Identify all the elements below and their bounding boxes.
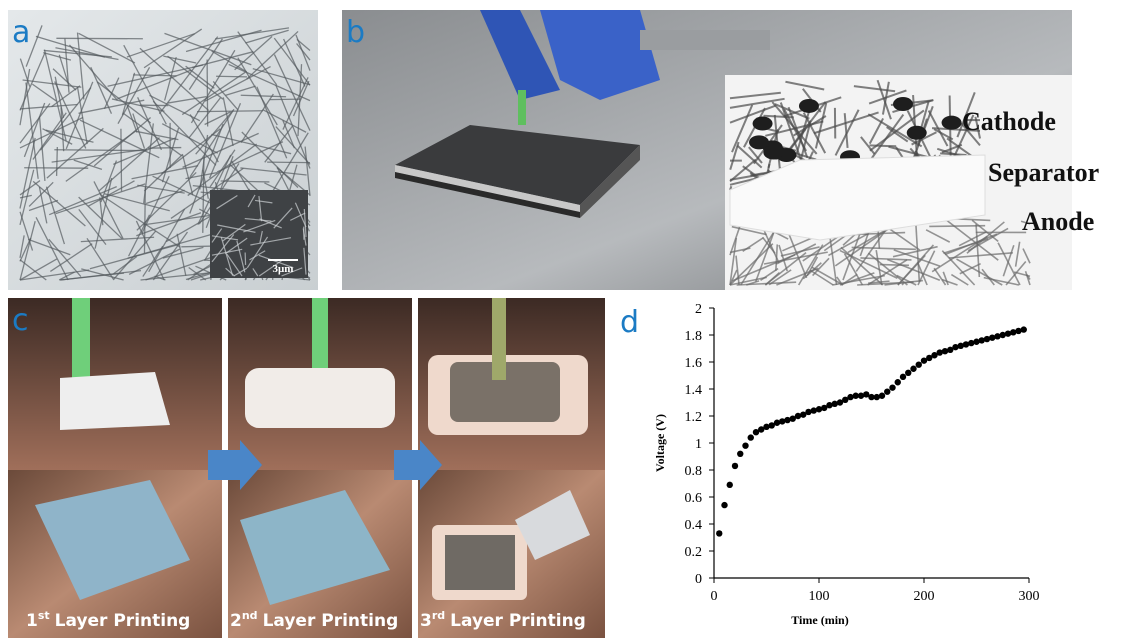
data-point: [905, 370, 911, 376]
data-point: [889, 384, 895, 390]
particle: [749, 135, 769, 149]
x-tick-label: 100: [809, 589, 830, 604]
photo-c1: [8, 298, 222, 638]
data-point: [732, 463, 738, 469]
fiber: [144, 187, 145, 253]
data-point: [748, 434, 754, 440]
data-point: [1021, 326, 1027, 332]
panel-label: d: [620, 305, 639, 340]
x-tick-label: 300: [1019, 589, 1040, 604]
data-point: [716, 530, 722, 536]
fiber: [207, 60, 208, 127]
nozzle: [518, 90, 526, 125]
figure: 3μm a Cathode Separator Anode b: [0, 0, 1129, 638]
y-tick-label: 0.2: [685, 545, 703, 560]
fiber: [221, 181, 270, 182]
fiber: [869, 145, 896, 146]
rod: [640, 30, 770, 50]
caption-suffix: nd: [242, 609, 258, 622]
scale-bar: 3μm: [273, 263, 294, 275]
x-axis-title: Time (min): [791, 613, 848, 627]
layer-label: Cathode: [962, 107, 1056, 136]
data-point: [737, 451, 743, 457]
caption-suffix: rd: [432, 609, 445, 622]
y-tick-label: 0.6: [685, 491, 703, 506]
data-point: [879, 393, 885, 399]
particle: [753, 117, 773, 131]
y-axis-title: Voltage (V): [653, 414, 667, 472]
fiber: [54, 150, 146, 151]
fiber: [880, 265, 909, 266]
layer-label: Anode: [1022, 207, 1094, 236]
y-tick-label: 2: [695, 302, 702, 317]
data-point: [895, 379, 901, 385]
y-tick-label: 0.4: [685, 518, 703, 533]
y-tick-label: 0.8: [685, 464, 703, 479]
particle: [893, 97, 913, 111]
data-point: [721, 502, 727, 508]
data-point: [884, 389, 890, 395]
x-tick-label: 200: [914, 589, 935, 604]
fiber: [121, 129, 122, 192]
caption-text: Layer Printing: [55, 611, 191, 631]
caption-number: 2: [230, 611, 242, 631]
data-point: [910, 366, 916, 372]
data-point: [916, 362, 922, 368]
fiber: [57, 147, 58, 176]
y-tick-label: 1.6: [685, 356, 703, 371]
particle: [799, 99, 819, 113]
data-point: [727, 482, 733, 488]
y-tick-label: 0: [695, 572, 702, 587]
layer-label: Separator: [988, 158, 1099, 187]
fiber: [902, 283, 903, 285]
photo-c3: [418, 298, 605, 638]
y-tick-label: 1.8: [685, 329, 703, 344]
fiber: [929, 226, 985, 227]
y-tick-label: 1: [695, 437, 702, 452]
caption-text: Layer Printing: [450, 611, 586, 631]
y-tick-label: 1.2: [685, 410, 703, 425]
fiber: [267, 162, 310, 163]
y-tick-label: 1.4: [685, 383, 703, 398]
caption-number: 3: [420, 611, 432, 631]
panel-label: c: [12, 303, 29, 338]
particle: [942, 116, 962, 130]
fiber: [216, 76, 247, 77]
panel-label: a: [12, 15, 30, 50]
x-tick-label: 0: [711, 589, 718, 604]
data-point: [900, 374, 906, 380]
particle: [763, 145, 783, 159]
panel-label: b: [346, 15, 365, 50]
particle: [907, 126, 927, 140]
data-point: [742, 443, 748, 449]
caption-number: 1: [26, 611, 38, 631]
caption-suffix: st: [38, 609, 50, 622]
caption-text: Layer Printing: [263, 611, 399, 631]
